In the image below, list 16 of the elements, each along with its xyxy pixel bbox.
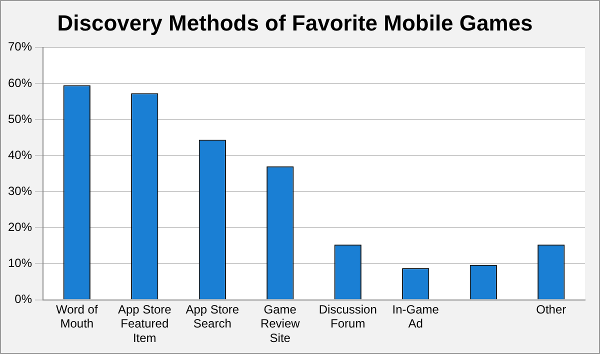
x-tick-label: Game Review Site bbox=[260, 302, 300, 346]
y-tick-label: 40% bbox=[8, 148, 32, 162]
y-tick-label: 50% bbox=[8, 112, 32, 126]
x-tick-label: In-Game Ad bbox=[392, 302, 440, 331]
x-tick-label: Discussion Forum bbox=[318, 302, 377, 331]
x-tick-label: App Store Search bbox=[186, 302, 240, 331]
y-tick-label: 60% bbox=[8, 76, 32, 90]
y-tick-label: 70% bbox=[8, 40, 32, 54]
y-tick-label: 20% bbox=[8, 220, 32, 234]
x-tick-label: Other bbox=[536, 302, 566, 316]
y-tick-label: 30% bbox=[8, 184, 32, 198]
y-tick-label: 0% bbox=[14, 292, 32, 306]
x-tick-label: Word of Mouth bbox=[56, 302, 98, 331]
x-tick-label: App Store Featured Item bbox=[118, 302, 172, 346]
chart-title: Discovery Methods of Favorite Mobile Games bbox=[57, 10, 533, 36]
y-tick-label: 10% bbox=[8, 256, 32, 270]
